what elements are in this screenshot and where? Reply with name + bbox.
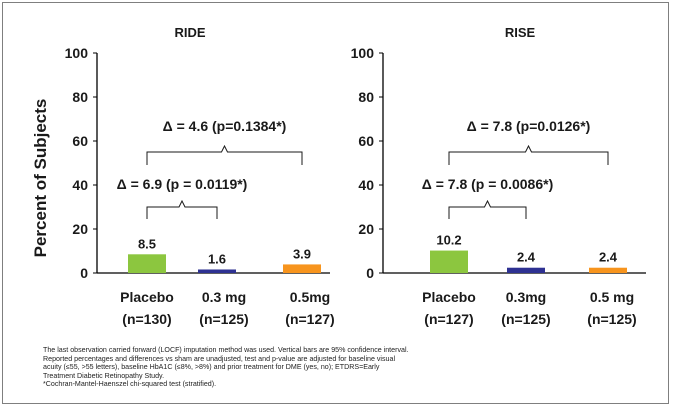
chart-2-y-tick-label-0: 0 [366, 265, 374, 281]
chart-1-y-tick-label-1: 20 [72, 221, 88, 237]
chart-1-y-tick-label-2: 40 [72, 177, 88, 193]
chart-2-bracket-label-0: Δ = 7.8 (p=0.0126*) [467, 118, 591, 134]
chart-1-bar-value-label-0: 8.5 [138, 236, 156, 251]
chart-2-category-label-0: Placebo [422, 289, 476, 305]
chart-1-bracket-1 [146, 199, 218, 219]
chart-2-bar-2 [589, 267, 627, 273]
chart-1-y-tick-label-5: 100 [65, 45, 89, 61]
chart-2-title: RISE [505, 25, 536, 40]
chart-1-category-label-0: Placebo [120, 289, 174, 305]
chart-2-y-tick-label-4: 80 [358, 89, 374, 105]
chart-1-bar-1 [198, 269, 236, 273]
figure-frame [2, 2, 669, 404]
chart-1-bracket-label-0: Δ = 4.6 (p=0.1384*) [163, 118, 287, 134]
chart-2-y-tick-label-5: 100 [351, 45, 375, 61]
chart-1-category-n-label-1: (n=125) [199, 311, 248, 327]
chart-1-bracket-label-1: Δ = 6.9 (p = 0.0119*) [117, 176, 248, 192]
chart-2-category-label-1: 0.3mg [506, 289, 546, 305]
chart-1-category-n-label-0: (n=130) [122, 311, 171, 327]
chart-2-bar-1 [507, 267, 545, 273]
chart-2-bracket-0 [448, 144, 609, 165]
chart-2-bar-0 [430, 250, 468, 273]
chart-1-bar-0 [128, 254, 166, 273]
chart-1-category-n-label-2: (n=127) [285, 311, 334, 327]
chart-2-bracket-1 [448, 199, 527, 219]
footnote-line-2: Reported percentages and differences vs … [43, 354, 396, 363]
chart-1-bar-value-label-2: 3.9 [293, 246, 311, 261]
chart-1-category-label-1: 0.3 mg [202, 289, 246, 305]
chart-1-y-tick-label-4: 80 [72, 89, 88, 105]
y-axis-title: Percent of Subjects [31, 99, 50, 258]
chart-2-category-n-label-1: (n=125) [501, 311, 550, 327]
chart-area: Percent of Subjects RIDE 0 20 40 60 80 100 8.5 Pl… [31, 25, 646, 327]
footnote-line-1: The last observation carried forward (LO… [43, 346, 409, 354]
chart-2-bar-value-label-1: 2.4 [517, 250, 536, 265]
chart-2-y-tick-label-2: 40 [358, 177, 374, 193]
chart-1-title: RIDE [174, 25, 205, 40]
chart-1-bar-value-label-1: 1.6 [208, 251, 226, 266]
chart-1-y-tick-label-0: 0 [80, 265, 88, 281]
footnote-line-5: *Cochran-Mantel-Haenszel chi-squared tes… [43, 380, 217, 389]
chart-2-bar-value-label-2: 2.4 [599, 250, 618, 265]
chart-2-y-tick-label-3: 60 [358, 133, 374, 149]
footnote-line-4: Treatment Diabetic Retinopathy Study. [43, 371, 165, 380]
chart-2-category-n-label-2: (n=125) [587, 311, 636, 327]
chart-1-y-tick-label-3: 60 [72, 133, 88, 149]
chart-2-category-label-2: 0.5 mg [590, 289, 634, 305]
chart-1-category-label-2: 0.5mg [290, 289, 330, 305]
footnote-line-3: acuity (≤55, >55 letters), baseline HbA1… [43, 363, 380, 372]
chart-2-bar-value-label-0: 10.2 [436, 233, 461, 248]
chart-2-bracket-label-1: Δ = 7.8 (p = 0.0086*) [422, 176, 553, 192]
chart-1-bracket-0 [146, 144, 303, 165]
chart-2-category-n-label-0: (n=127) [424, 311, 473, 327]
chart-1-bar-2 [283, 264, 321, 273]
chart-2-y-tick-label-1: 20 [358, 221, 374, 237]
